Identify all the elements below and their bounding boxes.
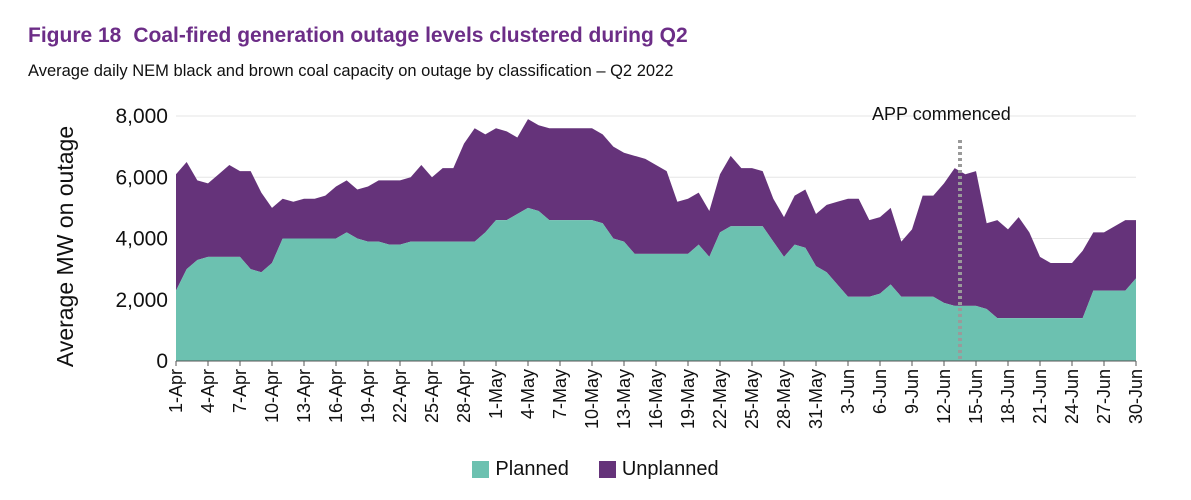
x-axis-ticks: 1-Apr 4-Apr 7-Apr 10-Apr 13-Apr 16-Apr 19-Apr 2… xyxy=(166,361,1146,429)
figure-title: Figure 18 Coal-fired generation outage le… xyxy=(28,24,688,48)
y-tick-label: 2,000 xyxy=(115,289,168,312)
y-axis-ticks: 0 2,000 4,000 6,000 8,000 xyxy=(115,105,168,373)
legend: Planned Unplanned xyxy=(0,458,1191,481)
x-tick-label: 6-Jun xyxy=(870,369,890,414)
legend-item-unplanned: Unplanned xyxy=(598,458,719,481)
x-tick-label: 4-Apr xyxy=(198,369,218,413)
y-tick-label: 0 xyxy=(156,350,168,373)
app-commenced-label: APP commenced xyxy=(872,104,1011,124)
x-tick-label: 15-Jun xyxy=(966,369,986,424)
legend-swatch-unplanned xyxy=(598,461,616,478)
figure-title-text: Coal-fired generation outage levels clus… xyxy=(133,24,688,47)
legend-label-planned: Planned xyxy=(495,458,569,480)
x-tick-label: 7-May xyxy=(550,369,570,419)
x-tick-label: 28-May xyxy=(774,369,794,429)
x-tick-label: 31-May xyxy=(806,369,826,429)
x-tick-label: 28-Apr xyxy=(454,369,474,423)
x-tick-label: 3-Jun xyxy=(838,369,858,414)
figure-number: Figure 18 xyxy=(28,24,122,47)
x-tick-label: 10-May xyxy=(582,369,602,429)
y-axis-label: Average MW on outage xyxy=(52,126,78,367)
stacked-area-chart: APP commenced 0 2,000 4,000 6,000 8,000 1-Ap… xyxy=(52,104,1146,429)
x-tick-label: 22-May xyxy=(710,369,730,429)
x-tick-label: 18-Jun xyxy=(998,369,1018,424)
figure-subtitle: Average daily NEM black and brown coal c… xyxy=(28,62,674,80)
x-tick-label: 16-Apr xyxy=(326,369,346,423)
y-tick-label: 6,000 xyxy=(115,166,168,189)
x-tick-label: 30-Jun xyxy=(1126,369,1146,424)
x-tick-label: 10-Apr xyxy=(262,369,282,423)
y-tick-label: 4,000 xyxy=(115,228,168,251)
x-tick-label: 27-Jun xyxy=(1094,369,1114,424)
x-tick-label: 1-Apr xyxy=(166,369,186,413)
x-tick-label: 12-Jun xyxy=(934,369,954,424)
x-tick-label: 24-Jun xyxy=(1062,369,1082,424)
x-tick-label: 21-Jun xyxy=(1030,369,1050,424)
x-tick-label: 13-Apr xyxy=(294,369,314,423)
legend-label-unplanned: Unplanned xyxy=(621,458,719,480)
x-tick-label: 25-Apr xyxy=(422,369,442,423)
x-tick-label: 9-Jun xyxy=(902,369,922,414)
x-tick-label: 19-May xyxy=(678,369,698,429)
x-tick-label: 4-May xyxy=(518,369,538,419)
x-tick-label: 7-Apr xyxy=(230,369,250,413)
x-tick-label: 22-Apr xyxy=(390,369,410,423)
y-tick-label: 8,000 xyxy=(115,105,168,128)
x-tick-label: 1-May xyxy=(486,369,506,419)
x-tick-label: 19-Apr xyxy=(358,369,378,423)
legend-swatch-planned xyxy=(472,461,490,478)
x-tick-label: 13-May xyxy=(614,369,634,429)
series-area-unplanned xyxy=(176,119,1136,319)
legend-item-planned: Planned xyxy=(472,458,569,481)
x-tick-label: 16-May xyxy=(646,369,666,429)
x-tick-label: 25-May xyxy=(742,369,762,429)
series-area-planned xyxy=(176,207,1136,361)
